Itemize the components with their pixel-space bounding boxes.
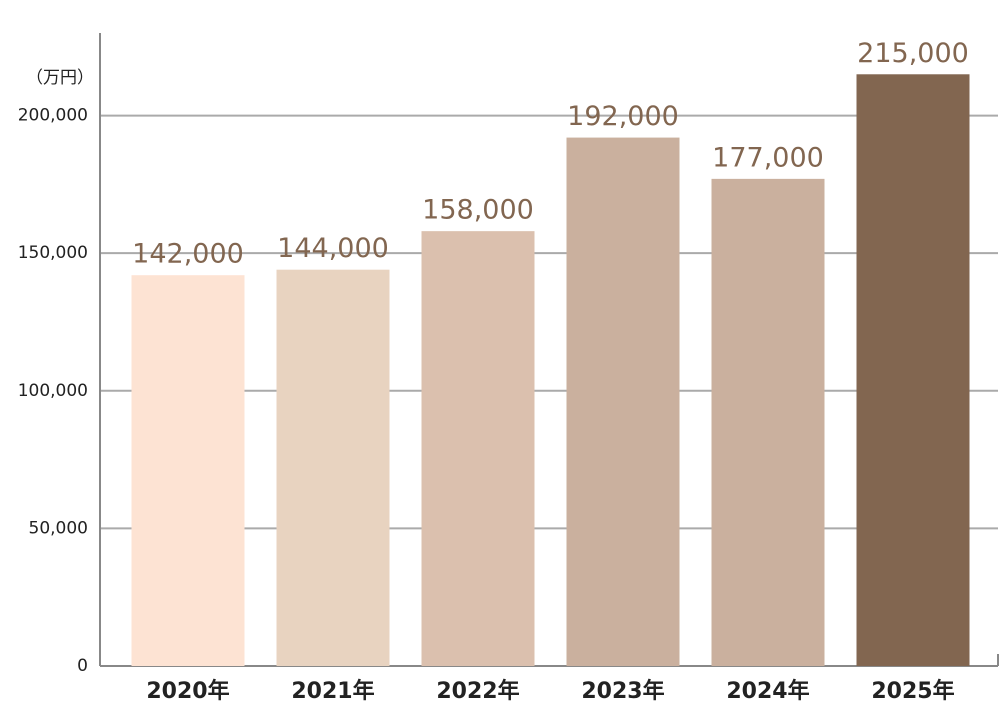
y-tick-label: 200,000 bbox=[18, 106, 88, 126]
y-tick-label: 0 bbox=[77, 656, 88, 676]
value-label: 215,000 bbox=[857, 38, 969, 69]
bar bbox=[131, 275, 245, 666]
value-label: 144,000 bbox=[277, 233, 389, 264]
y-tick-label: 100,000 bbox=[18, 381, 88, 401]
x-tick-label: 2024年 bbox=[726, 678, 809, 704]
x-tick-label: 2022年 bbox=[436, 678, 519, 704]
value-label: 158,000 bbox=[422, 195, 534, 226]
bar bbox=[566, 137, 680, 666]
bar bbox=[711, 178, 825, 666]
bar bbox=[856, 74, 970, 667]
bar bbox=[421, 231, 535, 666]
x-tick-label: 2021年 bbox=[291, 678, 374, 704]
value-label: 177,000 bbox=[712, 142, 824, 173]
value-label: 142,000 bbox=[132, 239, 244, 270]
y-tick-label: 50,000 bbox=[29, 518, 88, 538]
bar bbox=[276, 269, 390, 666]
y-tick-label: 150,000 bbox=[18, 243, 88, 263]
unit-label: （万円） bbox=[26, 68, 94, 88]
x-tick-label: 2025年 bbox=[871, 678, 954, 704]
x-tick-label: 2023年 bbox=[581, 678, 664, 704]
x-tick-label: 2020年 bbox=[146, 678, 229, 704]
value-label: 192,000 bbox=[567, 101, 679, 132]
